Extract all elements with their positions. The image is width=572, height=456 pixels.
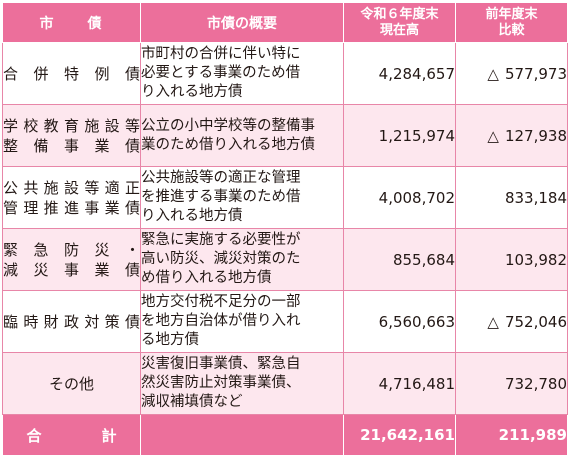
bond-name-cell: 合併特例債 (2, 42, 141, 105)
current-balance-value: 4,284,657 (378, 64, 455, 83)
prior-year-diff-cell: 732,780 (455, 352, 568, 415)
current-balance-value: 4,008,702 (378, 188, 455, 207)
current-balance-cell: 855,684 (343, 228, 456, 291)
bond-name-line: 公共施設等適正 (3, 178, 140, 197)
current-balance-cell: 4,284,657 (343, 42, 456, 105)
bond-summary-line: 公共施設等の適正な管理 (141, 170, 301, 186)
current-balance-cell: 1,215,974 (343, 104, 456, 167)
bond-summary-cell: 公共施設等の適正な管理 を推進する事業のため借 り入れる地方債 (140, 166, 344, 229)
decrease-triangle-icon: △ (487, 64, 499, 83)
bond-summary-line: り入れる地方債 (141, 208, 243, 224)
header-bond-summary: 市債の概要 (140, 2, 344, 43)
bond-name-line: 整備事業債 (3, 136, 140, 155)
header-row: 市 債 市債の概要 令和６年度末 現在高 前年度末 比較 (2, 2, 568, 43)
prior-year-diff-value: 732,780 (504, 374, 567, 393)
bond-summary-line: 災害復旧事業債、緊急自 (141, 356, 301, 372)
current-balance-cell: 4,716,481 (343, 352, 456, 415)
bond-summary-line: を地方自治体が借り入れ (141, 313, 301, 329)
bond-summary-line: 高い防災、減災対策のた (141, 251, 301, 267)
header-diff-line2: 比較 (498, 22, 525, 38)
total-summary-cell (140, 414, 344, 456)
total-label-cell: 合計 (2, 414, 141, 456)
total-row: 合計 21,642,161 211,989 (2, 414, 568, 456)
current-balance-value: 6,560,663 (378, 312, 455, 331)
bond-name-line: 合併特例債 (3, 64, 140, 83)
table-row: その他 災害復旧事業債、緊急自 然災害防止対策事業債、 減収補填債など 4,716,… (2, 352, 568, 415)
header-bond-name: 市 債 (2, 2, 141, 43)
bond-summary-line: 然災害防止対策事業債、 (141, 375, 301, 391)
bond-name-line: その他 (48, 374, 94, 393)
current-balance-cell: 4,008,702 (343, 166, 456, 229)
bond-name-line: 緊急防災・ (3, 240, 140, 259)
current-balance-value: 4,716,481 (378, 374, 455, 393)
bond-summary-line: 市町村の合併に伴い特に (141, 46, 301, 62)
bond-summary-cell: 緊急に実施する必要性が 高い防災、減災対策のた め借り入れる地方債 (140, 228, 344, 291)
header-current-line1: 令和６年度末 (360, 6, 439, 22)
bond-summary-cell: 地方交付税不足分の一部 を地方自治体が借り入れ る地方債 (140, 290, 344, 353)
prior-year-diff-cell: 103,982 (455, 228, 568, 291)
prior-year-diff-value: 577,973 (504, 64, 567, 83)
bond-summary-line: 地方交付税不足分の一部 (141, 294, 301, 310)
bond-summary-line: 業のため借り入れる地方債 (141, 136, 316, 153)
prior-year-diff-cell: △ 577,973 (455, 42, 568, 105)
decrease-triangle-icon: △ (487, 126, 499, 145)
bond-summary-line: 緊急に実施する必要性が (141, 232, 301, 248)
prior-year-diff-value: 103,982 (504, 250, 567, 269)
bond-summary-line: め借り入れる地方債 (141, 270, 272, 286)
bond-summary-line: り入れる地方債 (141, 84, 243, 100)
bond-name-line: 臨時財政対策債 (3, 312, 140, 331)
header-diff-line1: 前年度末 (485, 6, 538, 22)
table-row: 合併特例債 市町村の合併に伴い特に 必要とする事業のため借 り入れる地方債 4,28… (2, 42, 568, 105)
prior-year-diff-cell: 833,184 (455, 166, 568, 229)
table-row: 緊急防災・ 減災事業債 緊急に実施する必要性が 高い防災、減災対策のた め借り入れる地… (2, 228, 568, 291)
total-current-balance: 21,642,161 (343, 414, 456, 456)
current-balance-value: 855,684 (392, 250, 455, 269)
table-row: 公共施設等適正 管理推進事業債 公共施設等の適正な管理 を推進する事業のため借 り入れ… (2, 166, 568, 229)
prior-year-diff-value: 752,046 (504, 312, 567, 331)
prior-year-diff-cell: △ 752,046 (455, 290, 568, 353)
bond-summary-line: る地方債 (141, 332, 200, 348)
bond-summary-cell: 災害復旧事業債、緊急自 然災害防止対策事業債、 減収補填債など (140, 352, 344, 415)
current-balance-value: 1,215,974 (378, 126, 455, 145)
bond-summary-cell: 公立の小中学校等の整備事 業のため借り入れる地方債 (140, 104, 344, 167)
total-prior-year-diff: 211,989 (455, 414, 568, 456)
bond-name-cell: 学校教育施設等 整備事業債 (2, 104, 141, 167)
bond-name-line: 減災事業債 (3, 260, 140, 279)
bond-summary-cell: 市町村の合併に伴い特に 必要とする事業のため借 り入れる地方債 (140, 42, 344, 105)
prior-year-diff-value: 833,184 (504, 188, 567, 207)
header-current-balance: 令和６年度末 現在高 (343, 2, 456, 43)
bond-summary-line: 必要とする事業のため借 (141, 65, 301, 81)
bond-name-line: 管理推進事業債 (3, 198, 140, 217)
bond-name-cell: 臨時財政対策債 (2, 290, 141, 353)
bond-summary-line: 公立の小中学校等の整備事 (141, 117, 316, 134)
bond-name-cell: その他 (2, 352, 141, 415)
bond-name-line: 学校教育施設等 (3, 116, 140, 135)
current-balance-cell: 6,560,663 (343, 290, 456, 353)
total-label: 合計 (26, 426, 117, 445)
header-current-line2: 現在高 (379, 22, 419, 38)
bond-summary-line: を推進する事業のため借 (141, 189, 301, 205)
bond-summary-line: 減収補填債など (141, 394, 243, 410)
decrease-triangle-icon: △ (487, 312, 499, 331)
header-prior-year-comparison: 前年度末 比較 (455, 2, 568, 43)
bond-name-cell: 公共施設等適正 管理推進事業債 (2, 166, 141, 229)
table-row: 臨時財政対策債 地方交付税不足分の一部 を地方自治体が借り入れ る地方債 6,560… (2, 290, 568, 353)
table-row: 学校教育施設等 整備事業債 公立の小中学校等の整備事 業のため借り入れる地方債 1,… (2, 104, 568, 167)
bond-name-cell: 緊急防災・ 減災事業債 (2, 228, 141, 291)
prior-year-diff-cell: △ 127,938 (455, 104, 568, 167)
prior-year-diff-value: 127,938 (504, 126, 567, 145)
